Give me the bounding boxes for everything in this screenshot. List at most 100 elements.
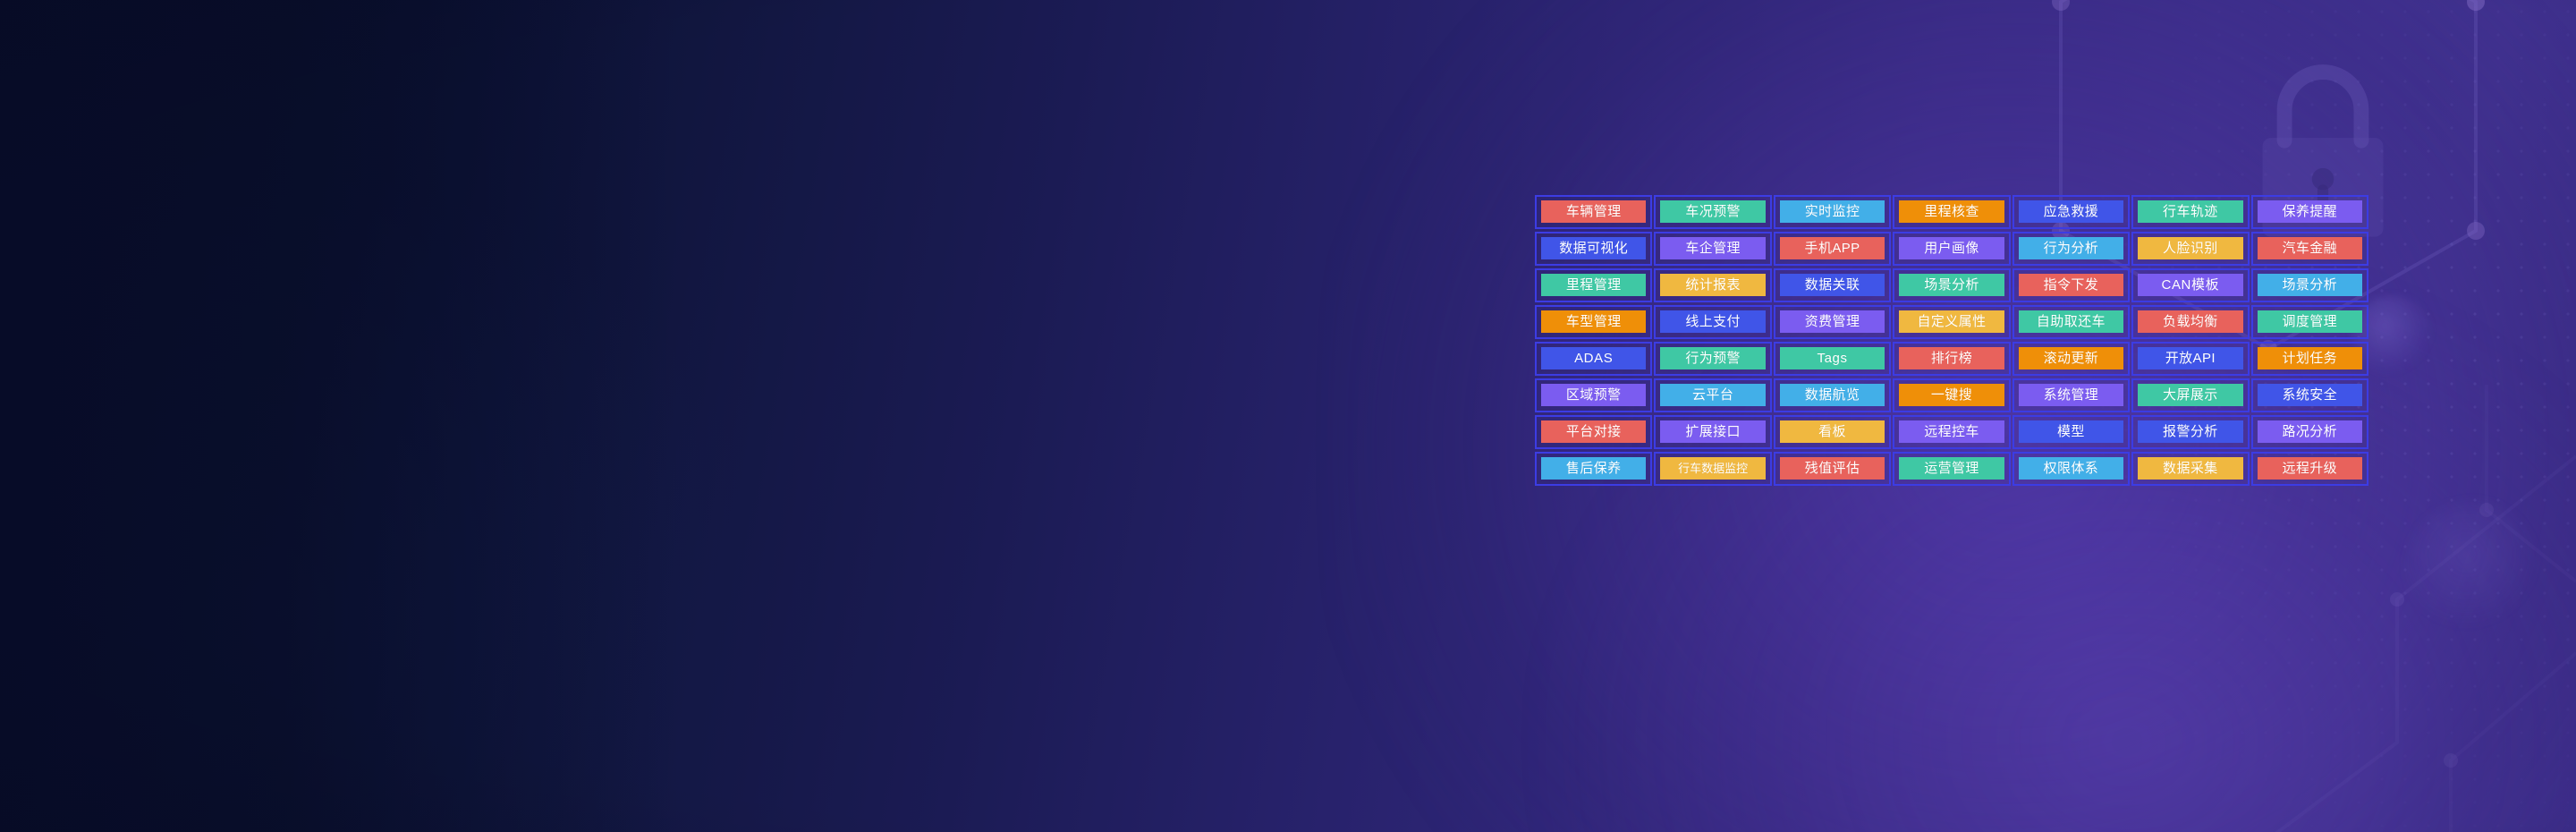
tag-cell[interactable]: 汽车金融 <box>2250 232 2368 266</box>
tag-cell[interactable]: 排行榜 <box>1893 342 2011 376</box>
tag-label: 路况分析 <box>2257 420 2362 443</box>
tag-cell[interactable]: 系统管理 <box>2012 378 2131 412</box>
tag-cell[interactable]: 指令下发 <box>2012 268 2131 302</box>
tag-label: 负载均衡 <box>2138 310 2243 333</box>
light-orb-icon <box>2352 295 2433 376</box>
tag-cell[interactable]: 车型管理 <box>1535 305 1653 339</box>
tag-cell[interactable]: 人脸识别 <box>2131 232 2250 266</box>
tag-cell[interactable]: 系统安全 <box>2250 378 2368 412</box>
tag-cell[interactable]: 运营管理 <box>1893 452 2011 486</box>
tag-cell[interactable]: 车辆管理 <box>1535 195 1653 229</box>
tag-label: 指令下发 <box>2018 274 2124 296</box>
tag-cell[interactable]: 行车轨迹 <box>2131 195 2250 229</box>
tag-cell[interactable]: 数据采集 <box>2131 452 2250 486</box>
tag-label: 应急救援 <box>2018 200 2124 223</box>
tag-label: 行车轨迹 <box>2138 200 2243 223</box>
tag-cell[interactable]: 模型 <box>2012 415 2131 449</box>
tag-cell[interactable]: 售后保养 <box>1535 452 1653 486</box>
tag-cell[interactable]: 远程升级 <box>2250 452 2368 486</box>
tag-label: 数据关联 <box>1779 274 1885 296</box>
tag-label: 车型管理 <box>1541 310 1647 333</box>
tag-cell[interactable]: 里程管理 <box>1535 268 1653 302</box>
background-left-fade <box>0 0 680 832</box>
tag-cell[interactable]: 手机APP <box>1773 232 1892 266</box>
tag-label: 看板 <box>1779 420 1885 443</box>
light-orb-small-icon <box>2406 501 2540 635</box>
tag-cell[interactable]: 统计报表 <box>1654 268 1772 302</box>
tag-cell[interactable]: 数据可视化 <box>1535 232 1653 266</box>
circuit-lines-icon <box>2275 385 2576 832</box>
tag-label: CAN模板 <box>2138 274 2243 296</box>
tag-cell[interactable]: 扩展接口 <box>1654 415 1772 449</box>
tag-cell[interactable]: 看板 <box>1773 415 1892 449</box>
tag-label: 残值评估 <box>1779 457 1885 480</box>
tag-cell[interactable]: 数据关联 <box>1773 268 1892 302</box>
tag-cell[interactable]: 实时监控 <box>1773 195 1892 229</box>
tag-cell[interactable]: 平台对接 <box>1535 415 1653 449</box>
tag-cell[interactable]: 开放API <box>2131 342 2250 376</box>
tag-label: 扩展接口 <box>1660 420 1766 443</box>
tag-label: 计划任务 <box>2257 347 2362 369</box>
tag-label: 场景分析 <box>2257 274 2362 296</box>
tag-label: 行为预警 <box>1660 347 1766 369</box>
tag-cell[interactable]: 行为分析 <box>2012 232 2131 266</box>
tag-label: 保养提醒 <box>2257 200 2362 223</box>
tag-cell[interactable]: 调度管理 <box>2250 305 2368 339</box>
tag-label: 数据采集 <box>2138 457 2243 480</box>
tag-cell[interactable]: 残值评估 <box>1773 452 1892 486</box>
tag-label: 云平台 <box>1660 384 1766 406</box>
tag-label: 车辆管理 <box>1541 200 1647 223</box>
tag-cell[interactable]: 数据航览 <box>1773 378 1892 412</box>
tag-label: 里程核查 <box>1899 200 2004 223</box>
tag-cell[interactable]: 应急救援 <box>2012 195 2131 229</box>
tag-label: 人脸识别 <box>2138 237 2243 259</box>
tag-label: 自定义属性 <box>1899 310 2004 333</box>
tag-label: 系统安全 <box>2257 384 2362 406</box>
tag-cell[interactable]: 权限体系 <box>2012 452 2131 486</box>
tag-cell[interactable]: 行车数据监控 <box>1654 452 1772 486</box>
tag-label: 区域预警 <box>1541 384 1647 406</box>
tag-cell[interactable]: CAN模板 <box>2131 268 2250 302</box>
tag-cell[interactable]: 自定义属性 <box>1893 305 2011 339</box>
tag-label: 调度管理 <box>2257 310 2362 333</box>
tag-cell[interactable]: 自助取还车 <box>2012 305 2131 339</box>
tag-cell[interactable]: 资费管理 <box>1773 305 1892 339</box>
tag-cell[interactable]: Tags <box>1773 342 1892 376</box>
tag-cell[interactable]: 区域预警 <box>1535 378 1653 412</box>
tag-label: 一键搜 <box>1899 384 2004 406</box>
tag-label: 系统管理 <box>2018 384 2124 406</box>
tag-cell[interactable]: 线上支付 <box>1654 305 1772 339</box>
tag-label: 车况预警 <box>1660 200 1766 223</box>
tag-cell[interactable]: 车况预警 <box>1654 195 1772 229</box>
tag-label: 车企管理 <box>1660 237 1766 259</box>
tag-cell[interactable]: 远程控车 <box>1893 415 2011 449</box>
tag-label: 报警分析 <box>2138 420 2243 443</box>
tag-cell[interactable]: 滚动更新 <box>2012 342 2131 376</box>
tag-cell[interactable]: 保养提醒 <box>2250 195 2368 229</box>
tag-label: 实时监控 <box>1779 200 1885 223</box>
tag-cell[interactable]: 负载均衡 <box>2131 305 2250 339</box>
tag-label: 数据可视化 <box>1541 237 1647 259</box>
tag-cell[interactable]: 行为预警 <box>1654 342 1772 376</box>
tag-label: 运营管理 <box>1899 457 2004 480</box>
tag-cell[interactable]: 报警分析 <box>2131 415 2250 449</box>
tag-label: 场景分析 <box>1899 274 2004 296</box>
tag-cell[interactable]: ADAS <box>1535 342 1653 376</box>
tag-cell[interactable]: 场景分析 <box>2250 268 2368 302</box>
tag-label: Tags <box>1779 347 1885 369</box>
tag-cell[interactable]: 车企管理 <box>1654 232 1772 266</box>
tag-cell[interactable]: 路况分析 <box>2250 415 2368 449</box>
tag-cell[interactable]: 大屏展示 <box>2131 378 2250 412</box>
tag-cell[interactable]: 云平台 <box>1654 378 1772 412</box>
tag-label: 开放API <box>2138 347 2243 369</box>
tag-cell[interactable]: 场景分析 <box>1893 268 2011 302</box>
tag-cell[interactable]: 用户画像 <box>1893 232 2011 266</box>
tag-label: 数据航览 <box>1779 384 1885 406</box>
tag-cell[interactable]: 一键搜 <box>1893 378 2011 412</box>
tag-cell[interactable]: 里程核查 <box>1893 195 2011 229</box>
tag-cell[interactable]: 计划任务 <box>2250 342 2368 376</box>
tag-label: 权限体系 <box>2018 457 2124 480</box>
tag-label: 线上支付 <box>1660 310 1766 333</box>
tag-label: 用户画像 <box>1899 237 2004 259</box>
